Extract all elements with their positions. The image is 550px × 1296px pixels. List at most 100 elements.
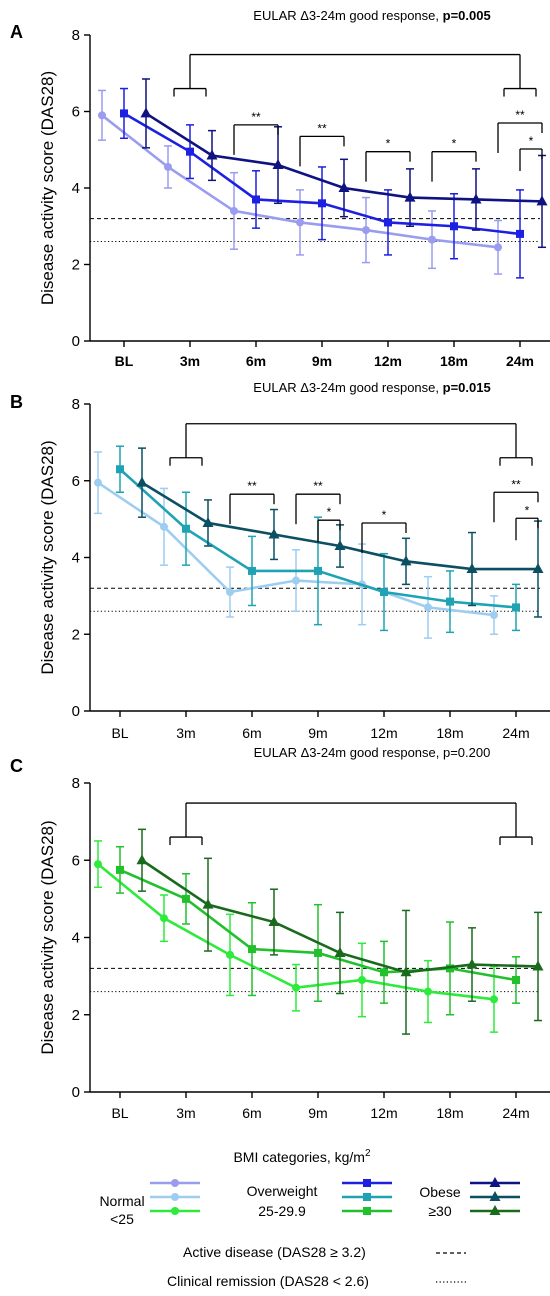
data-point — [532, 563, 544, 574]
x-tick-label: 3m — [180, 353, 200, 369]
x-tick-label: 24m — [506, 353, 534, 369]
series-obese — [136, 447, 544, 618]
x-tick-label: 12m — [370, 1105, 397, 1121]
y-tick-label: 2 — [72, 257, 80, 274]
data-point — [334, 539, 346, 550]
series-normal — [94, 840, 498, 1033]
x-tick-label: 6m — [242, 1105, 261, 1121]
chart-title: EULAR Δ3-24m good response, p=0.005 — [253, 8, 490, 23]
data-point — [512, 975, 520, 984]
sig-stars: ** — [247, 479, 257, 493]
data-point — [424, 603, 432, 612]
legend-group-name: Overweight — [247, 1183, 318, 1199]
data-point — [512, 603, 520, 612]
series-obese — [136, 828, 544, 1035]
data-point — [94, 478, 102, 487]
data-point — [296, 218, 304, 227]
data-point — [380, 588, 388, 597]
x-tick-label: 18m — [436, 1105, 463, 1121]
legend-marker — [489, 1191, 501, 1201]
legend-marker — [363, 1193, 371, 1201]
data-point — [314, 948, 322, 957]
x-tick-label: 9m — [308, 1105, 327, 1121]
data-point — [338, 182, 350, 192]
x-axis-title: BMI categories, kg/m2 — [233, 1148, 371, 1165]
y-tick-label: 6 — [72, 104, 80, 121]
x-tick-label: 9m — [312, 353, 332, 369]
data-point — [186, 147, 194, 156]
series-obese — [140, 78, 548, 249]
legend-marker — [363, 1207, 371, 1215]
data-point — [272, 159, 284, 170]
y-axis-label: Disease activity score (DAS28) — [38, 71, 57, 305]
chart-title-text: EULAR Δ3-24m good response, — [254, 745, 443, 760]
data-point — [334, 946, 346, 957]
legend-group-range: ≥30 — [428, 1203, 451, 1219]
data-point — [268, 528, 280, 539]
data-point — [136, 854, 148, 865]
data-point — [404, 191, 416, 202]
x-tick-label: BL — [111, 1105, 128, 1121]
y-tick-label: 4 — [72, 180, 80, 197]
sig-stars: ** — [251, 110, 261, 124]
legend-remission-label: Clinical remission (DAS28 < 2.6) — [167, 1273, 369, 1289]
data-point — [424, 987, 432, 996]
chart-title-text: EULAR Δ3-24m good response, — [253, 380, 442, 395]
legend-marker — [171, 1179, 179, 1187]
data-point — [206, 149, 218, 160]
series-normal — [94, 451, 498, 639]
x-tick-label: 24m — [502, 1105, 529, 1121]
data-point — [292, 983, 300, 992]
data-point — [400, 555, 412, 566]
x-tick-label: 24m — [502, 725, 529, 741]
data-point — [466, 563, 478, 574]
x-tick-label: 6m — [242, 725, 261, 741]
sig-stars: * — [529, 134, 534, 148]
data-point — [428, 235, 436, 244]
data-point — [136, 476, 148, 487]
data-point — [164, 162, 172, 171]
legend-active-disease-label: Active disease (DAS28 ≥ 3.2) — [183, 1244, 366, 1260]
data-point — [116, 865, 124, 874]
data-point — [140, 107, 152, 118]
data-point — [116, 465, 124, 474]
data-point — [94, 860, 102, 869]
chart-title: EULAR Δ3-24m good response, p=0.200 — [254, 745, 491, 760]
y-tick-label: 2 — [72, 1007, 80, 1024]
x-tick-label: 18m — [436, 725, 463, 741]
data-point — [490, 995, 498, 1004]
x-axis-title-sup: 2 — [365, 1148, 371, 1159]
series-overweight — [116, 445, 520, 634]
chart-title: EULAR Δ3-24m good response, p=0.015 — [253, 380, 490, 395]
data-point — [268, 916, 280, 927]
chart-panel-b: B EULAR Δ3-24m good response, p=0.015 Dise… — [10, 380, 550, 741]
y-tick-label: 4 — [72, 550, 80, 567]
data-point — [400, 966, 412, 977]
data-point — [252, 195, 260, 204]
data-point — [98, 111, 106, 120]
sig-stars: * — [327, 505, 332, 519]
legend-group-range: 25-29.9 — [258, 1203, 306, 1219]
data-point — [532, 960, 544, 971]
chart-title-pvalue: p=0.015 — [443, 380, 491, 395]
data-point — [380, 968, 388, 977]
data-point — [358, 975, 366, 984]
data-point — [450, 222, 458, 231]
sig-stars: * — [386, 137, 391, 151]
series-normal — [98, 89, 502, 275]
x-tick-label: 12m — [370, 725, 397, 741]
x-tick-label: 9m — [308, 725, 327, 741]
data-point — [318, 199, 326, 208]
y-tick-label: 4 — [72, 930, 80, 947]
sig-stars: ** — [515, 108, 525, 122]
legend-group-overweight: Overweight 25-29.9 — [247, 1179, 392, 1219]
legend-group-range: <25 — [110, 1211, 134, 1227]
x-tick-label: BL — [115, 353, 134, 369]
legend-group-normal: Normal <25 — [99, 1179, 200, 1227]
data-point — [446, 597, 454, 606]
panel-letter: A — [10, 22, 23, 42]
panel-letter: B — [10, 392, 23, 412]
legend-marker — [489, 1177, 501, 1187]
data-point — [248, 945, 256, 954]
